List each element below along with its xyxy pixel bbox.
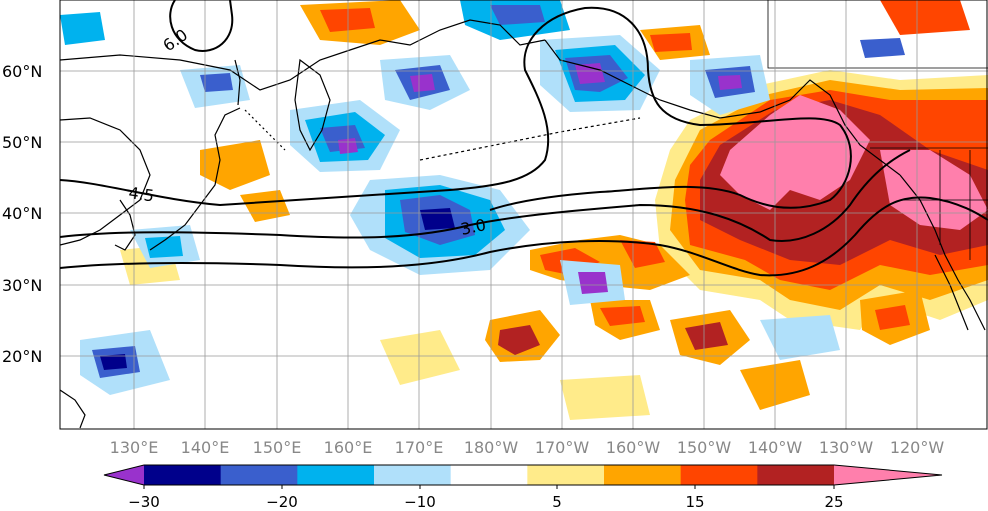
- lon-tick-160e: 160°E: [324, 438, 373, 457]
- warm-patch-ne-red: [880, 0, 970, 35]
- warm-region-pink-east: [880, 150, 988, 230]
- coast-aleutians: [419, 117, 641, 161]
- warm-patch-baja-red: [875, 305, 910, 330]
- colorbar-segment: [374, 465, 452, 485]
- coast-baja: [934, 254, 969, 331]
- colorbar-extend-low: [104, 465, 144, 485]
- lon-tick-130w: 130°W: [819, 438, 874, 457]
- cool-region-bering-purple: [575, 63, 605, 84]
- warm-patch-yellow-sw: [380, 330, 460, 385]
- contour-inner: [60, 196, 988, 277]
- warm-patch-central-red2: [620, 240, 665, 268]
- coast-alaska: [544, 39, 901, 176]
- contour-label-4-5: 4.5: [127, 183, 155, 205]
- coast-japan: [149, 107, 241, 251]
- cool-region-central-navy: [420, 208, 455, 230]
- lon-tick-130e: 130°E: [110, 438, 159, 457]
- cb-label-25: 25: [824, 493, 843, 511]
- contour-6-0: [169, 0, 234, 52]
- contour-lines: [60, 0, 988, 277]
- lat-tick-50n: 50°N: [2, 133, 42, 152]
- lon-tick-120w: 120°W: [890, 438, 945, 457]
- lon-tick-160w: 160°W: [606, 438, 661, 457]
- cool-region-japan-south-mid: [145, 236, 183, 258]
- cool-region-pacific-center-purple: [578, 272, 608, 294]
- warm-patch-hawaii-red: [685, 322, 728, 350]
- colorbar-extend-high: [834, 465, 942, 485]
- border-alaska: [767, 0, 988, 69]
- colorbar-segment: [144, 465, 222, 485]
- colorbar-segment: [757, 465, 835, 485]
- coastlines: [60, 19, 986, 429]
- gridlines: [60, 0, 988, 429]
- latitude-ticks: 60°N 50°N 40°N 30°N 20°N: [2, 62, 42, 366]
- warm-patch-west: [200, 140, 270, 190]
- cool-region-sw-navy: [100, 354, 127, 370]
- cool-region-okhotsk-purple: [410, 74, 435, 92]
- contour-mid: [60, 149, 911, 242]
- lon-tick-150e: 150°E: [253, 438, 302, 457]
- cool-region-far-ne: [860, 38, 905, 58]
- coast-sakhalin: [234, 59, 241, 106]
- map-plot-area: 6.0 4.5 3.0: [60, 0, 988, 429]
- colorbar-segment: [450, 465, 528, 485]
- lon-tick-140w: 140°W: [748, 438, 803, 457]
- coast-korea: [114, 199, 136, 251]
- cool-region-west: [60, 12, 105, 45]
- plot-frame: [59, 0, 988, 430]
- cb-label-m20: −20: [266, 493, 298, 511]
- warm-patch-south2-red: [600, 306, 645, 326]
- colorbar-segment: [680, 465, 758, 485]
- warm-patch-yellow-s: [560, 375, 650, 420]
- warm-patch-kuroshio: [240, 190, 290, 222]
- cool-region-north-dark: [490, 5, 545, 25]
- colorbar-segments: [103, 464, 943, 486]
- colorbar: −30 −20 −10 5 15 25: [103, 464, 943, 511]
- negative-anomaly-fields: [60, 0, 905, 395]
- cool-region-mid-west-dark: [200, 73, 233, 92]
- colorbar-segment: [604, 465, 682, 485]
- lon-tick-150w: 150°W: [677, 438, 732, 457]
- lon-tick-180w: 180°W: [464, 438, 519, 457]
- lon-tick-140e: 140°E: [181, 438, 230, 457]
- lon-tick-170e: 170°E: [395, 438, 444, 457]
- colorbar-segment: [527, 465, 605, 485]
- cb-label-5: 5: [552, 493, 562, 511]
- coast-asia-north: [60, 19, 546, 91]
- longitude-ticks: 130°E 140°E 150°E 160°E 170°E 180°W 170°…: [110, 438, 945, 457]
- lat-tick-60n: 60°N: [2, 62, 42, 81]
- contour-label-3-0: 3.0: [459, 215, 488, 239]
- coast-philippines: [60, 389, 86, 429]
- coast-kamchatka: [294, 58, 331, 152]
- colorbar-segment: [220, 465, 298, 485]
- cb-label-m10: −10: [404, 493, 436, 511]
- colorbar-segment: [297, 465, 375, 485]
- cb-label-m30: −30: [128, 493, 160, 511]
- lat-tick-40n: 40°N: [2, 204, 42, 223]
- warm-region-pink: [720, 95, 870, 210]
- cool-region-east: [760, 315, 840, 360]
- cb-label-15: 15: [685, 493, 704, 511]
- warm-patch-bering-red: [650, 33, 692, 52]
- lat-tick-30n: 30°N: [2, 276, 42, 295]
- lat-tick-20n: 20°N: [2, 347, 42, 366]
- colorbar-ticks: [143, 485, 835, 489]
- contour-outer: [60, 6, 852, 211]
- lon-tick-170w: 170°W: [535, 438, 590, 457]
- warm-patch-north-red: [320, 8, 375, 32]
- cool-region-alaska-purple: [718, 75, 742, 90]
- warm-patch-south-red: [498, 325, 540, 355]
